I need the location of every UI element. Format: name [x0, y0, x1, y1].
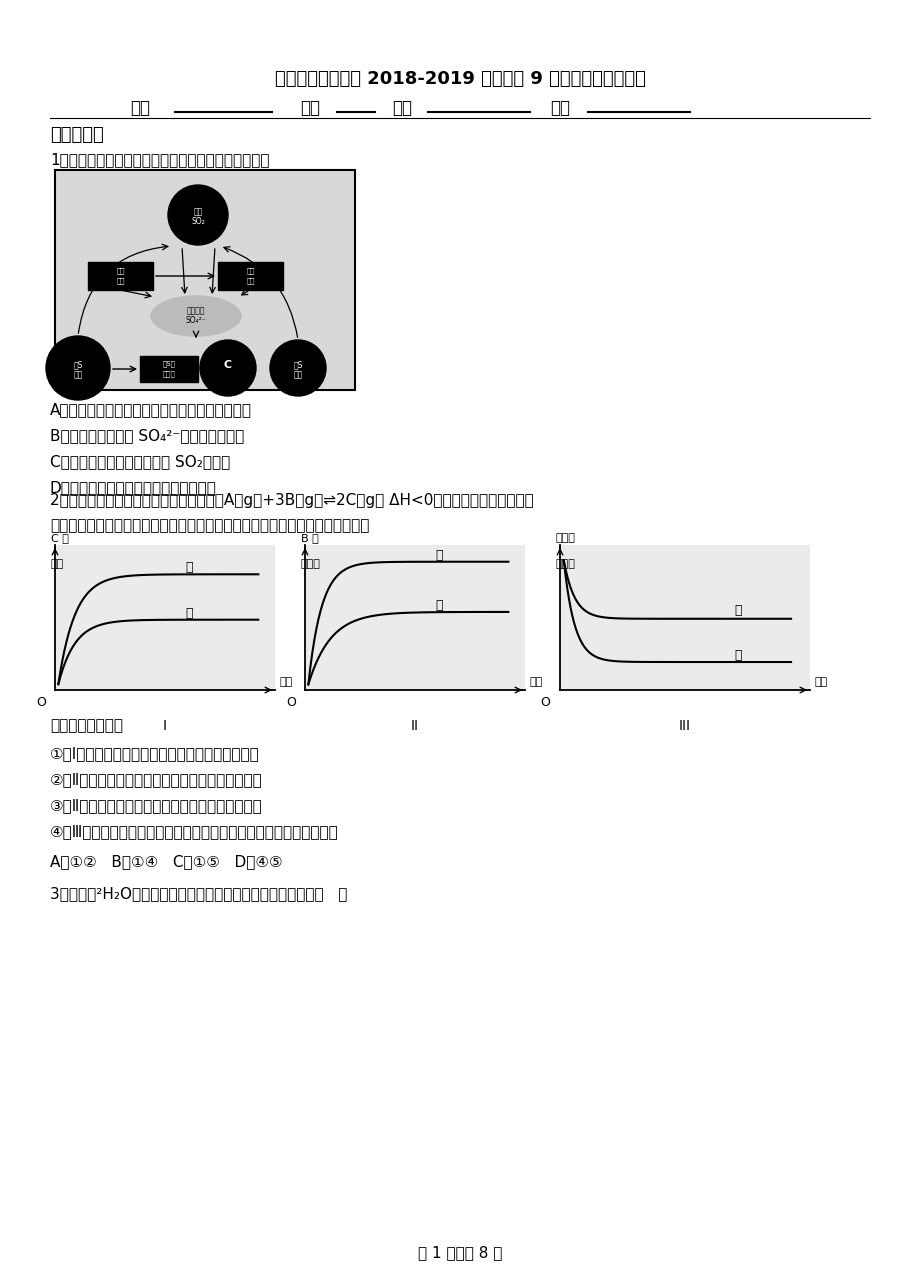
Text: 一、选择题: 一、选择题 — [50, 126, 104, 144]
Text: B．土壤或水体中的 SO₄²⁻部分来自于降水: B．土壤或水体中的 SO₄²⁻部分来自于降水 — [50, 428, 244, 443]
Text: 含S: 含S — [293, 360, 302, 369]
Text: 排放: 排放 — [116, 278, 125, 284]
Text: 乙: 乙 — [733, 603, 741, 616]
Text: 含S: 含S — [74, 360, 83, 369]
Text: 分数: 分数 — [550, 99, 570, 117]
Circle shape — [269, 340, 325, 396]
Text: 沂南县第一中学校 2018-2019 学年高二 9 月月考化学试题解析: 沂南县第一中学校 2018-2019 学年高二 9 月月考化学试题解析 — [274, 70, 645, 88]
Text: C 的: C 的 — [51, 533, 68, 544]
Text: 1．自然界的硫循环如右图所示，下列说法不正硫的是: 1．自然界的硫循环如右图所示，下列说法不正硫的是 — [50, 151, 269, 167]
Text: C．火山噴发不会增加大气中 SO₂的含量: C．火山噴发不会增加大气中 SO₂的含量 — [50, 454, 230, 468]
Text: 喷发: 喷发 — [246, 278, 255, 284]
Text: 件不变时，改变某一条件对上述反应的影响，并根据实验数据作出下列关系图：: 件不变时，改变某一条件对上述反应的影响，并根据实验数据作出下列关系图： — [50, 518, 369, 533]
Text: 大气: 大气 — [193, 207, 202, 216]
Text: 有机: 有机 — [293, 370, 302, 379]
Text: 矿物: 矿物 — [74, 370, 83, 379]
Text: 第 1 页，共 8 页: 第 1 页，共 8 页 — [417, 1245, 502, 1260]
Text: B 的: B 的 — [301, 533, 318, 544]
Text: 时间: 时间 — [279, 677, 292, 687]
Text: 时间: 时间 — [814, 677, 827, 687]
FancyBboxPatch shape — [88, 262, 153, 290]
Text: A．大量石油等化石燃料的燃烧导致了酸雨的形成: A．大量石油等化石燃料的燃烧导致了酸雨的形成 — [50, 402, 252, 418]
Text: III: III — [678, 719, 690, 733]
Text: 浓度: 浓度 — [51, 560, 63, 569]
Text: 座号: 座号 — [300, 99, 320, 117]
Text: SO₂: SO₂ — [191, 216, 205, 227]
Text: 班级: 班级 — [130, 99, 150, 117]
Text: ④图Ⅲ研究的是不同催化剂对反应的影响，且甲使用的催化剂效率较高: ④图Ⅲ研究的是不同催化剂对反应的影响，且甲使用的催化剂效率较高 — [50, 824, 338, 839]
Text: 混合气: 混合气 — [554, 533, 574, 544]
Ellipse shape — [151, 297, 241, 336]
Text: 下列判断正硫的是: 下列判断正硫的是 — [50, 718, 123, 733]
Circle shape — [168, 185, 228, 244]
Text: 3．重水（²H₂O）是重要的核工业原料，下列说法不正硫的是（   ）: 3．重水（²H₂O）是重要的核工业原料，下列说法不正硫的是（ ） — [50, 886, 347, 901]
Text: SO₄²⁻: SO₄²⁻ — [186, 316, 206, 325]
Text: II: II — [411, 719, 418, 733]
Text: O: O — [286, 696, 296, 709]
Text: 含S化: 含S化 — [163, 360, 176, 367]
Text: I: I — [163, 719, 167, 733]
Text: 石燃料: 石燃料 — [163, 370, 176, 377]
FancyBboxPatch shape — [218, 262, 283, 290]
Circle shape — [199, 340, 255, 396]
Text: O: O — [36, 696, 46, 709]
Text: 体总压: 体总压 — [554, 560, 574, 569]
Text: 甲: 甲 — [733, 649, 741, 662]
Circle shape — [46, 336, 110, 400]
Text: ③图Ⅱ研究的是温度对反应的影响，且乙的温度较高: ③图Ⅱ研究的是温度对反应的影响，且乙的温度较高 — [50, 798, 263, 813]
Text: C: C — [223, 360, 232, 370]
Text: 转化率: 转化率 — [301, 560, 320, 569]
Text: 时间: 时间 — [528, 677, 542, 687]
Text: 甲: 甲 — [185, 607, 192, 620]
Text: ②图Ⅱ研究的是压强对反应的影响，且甲的压强较高: ②图Ⅱ研究的是压强对反应的影响，且甲的压强较高 — [50, 771, 263, 787]
Text: 2．容积固定的密闭容器中存在如下反应：A（g）+3B（g）⇌2C（g） ΔH<0某研究小组研究了其他条: 2．容积固定的密闭容器中存在如下反应：A（g）+3B（g）⇌2C（g） ΔH<0… — [50, 493, 533, 508]
Text: A．①②   B．①④   C．①⑤   D．④⑤: A．①② B．①④ C．①⑤ D．④⑤ — [50, 854, 282, 869]
Text: D．含硫有机物和含硫无机物可相互转化: D．含硫有机物和含硫无机物可相互转化 — [50, 480, 217, 495]
Text: 甲: 甲 — [435, 600, 442, 612]
Text: 姓名: 姓名 — [391, 99, 412, 117]
Text: O: O — [539, 696, 550, 709]
Text: 乙: 乙 — [185, 561, 192, 574]
Text: 土壤水中: 土壤水中 — [187, 306, 205, 314]
Text: 乙: 乙 — [435, 549, 442, 561]
FancyBboxPatch shape — [140, 356, 198, 382]
Text: 火山: 火山 — [246, 267, 255, 274]
Text: 工业: 工业 — [116, 267, 125, 274]
Text: ①图Ⅰ研究的是压强对反应的影响，且乙的压强较高: ①图Ⅰ研究的是压强对反应的影响，且乙的压强较高 — [50, 746, 259, 761]
FancyBboxPatch shape — [55, 171, 355, 390]
